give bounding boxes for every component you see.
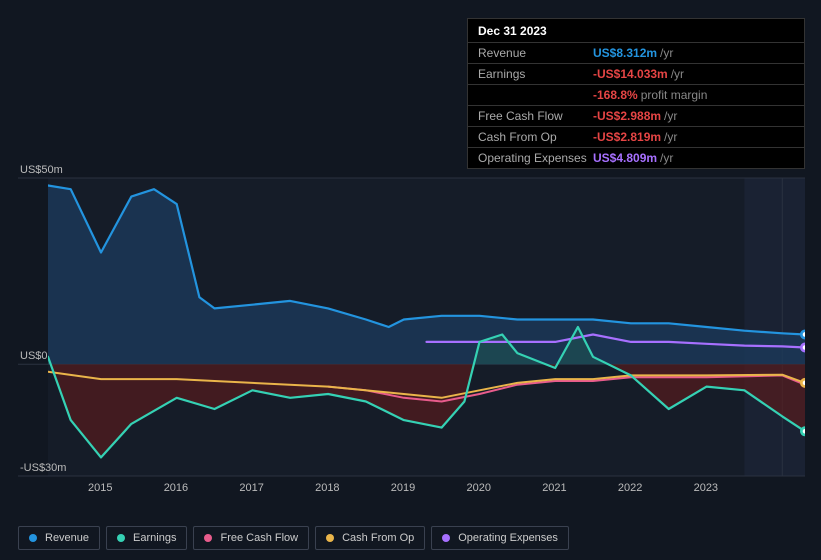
tooltip-row-label: Free Cash Flow	[478, 109, 593, 123]
x-axis-label: 2019	[391, 482, 415, 494]
tooltip-row: Earnings-US$14.033m/yr	[468, 64, 804, 85]
x-axis-label: 2017	[239, 482, 263, 494]
legend-item[interactable]: Cash From Op	[315, 526, 425, 550]
x-axis-label: 2023	[694, 482, 718, 494]
tooltip-row: -168.8%profit margin	[468, 85, 804, 106]
tooltip-row: Operating ExpensesUS$4.809m/yr	[468, 148, 804, 168]
legend-item[interactable]: Operating Expenses	[431, 526, 569, 550]
x-axis-label: 2022	[618, 482, 642, 494]
y-axis-label: US$0	[20, 350, 48, 362]
legend-label: Operating Expenses	[458, 532, 558, 544]
legend-swatch	[204, 534, 212, 542]
legend-item[interactable]: Earnings	[106, 526, 187, 550]
legend-swatch	[117, 534, 125, 542]
tooltip-row-suffix: /yr	[664, 109, 677, 123]
tooltip-title: Dec 31 2023	[468, 19, 804, 43]
tooltip-row-value: US$4.809m	[593, 151, 657, 165]
x-axis-label: 2016	[164, 482, 188, 494]
legend-label: Free Cash Flow	[220, 532, 298, 544]
tooltip-row-label: Operating Expenses	[478, 151, 593, 165]
legend-item[interactable]: Revenue	[18, 526, 100, 550]
tooltip-row: RevenueUS$8.312m/yr	[468, 43, 804, 64]
tooltip-row-value: -US$2.819m	[593, 130, 661, 144]
tooltip-row-label: Revenue	[478, 46, 593, 60]
legend-label: Earnings	[133, 532, 176, 544]
legend-swatch	[326, 534, 334, 542]
x-axis-label: 2015	[88, 482, 112, 494]
legend-swatch	[442, 534, 450, 542]
tooltip-row-label	[478, 88, 593, 102]
legend-swatch	[29, 534, 37, 542]
y-axis-label: -US$30m	[20, 462, 66, 474]
y-axis-label: US$50m	[20, 164, 63, 176]
tooltip-row-value: US$8.312m	[593, 46, 657, 60]
legend-item[interactable]: Free Cash Flow	[193, 526, 309, 550]
chart-legend: Revenue Earnings Free Cash Flow Cash From O…	[18, 526, 569, 550]
tooltip-row: Free Cash Flow-US$2.988m/yr	[468, 106, 804, 127]
tooltip-row-suffix: /yr	[671, 67, 684, 81]
x-axis-label: 2020	[466, 482, 490, 494]
chart-tooltip: Dec 31 2023 RevenueUS$8.312m/yrEarnings-…	[467, 18, 805, 169]
tooltip-row-label: Earnings	[478, 67, 593, 81]
tooltip-row-suffix: profit margin	[641, 88, 708, 102]
tooltip-row-suffix: /yr	[660, 46, 673, 60]
tooltip-row-suffix: /yr	[664, 130, 677, 144]
tooltip-row-label: Cash From Op	[478, 130, 593, 144]
tooltip-row: Cash From Op-US$2.819m/yr	[468, 127, 804, 148]
tooltip-row-suffix: /yr	[660, 151, 673, 165]
x-axis-label: 2018	[315, 482, 339, 494]
x-axis-label: 2021	[542, 482, 566, 494]
legend-label: Cash From Op	[342, 532, 414, 544]
legend-label: Revenue	[45, 532, 89, 544]
tooltip-row-value: -US$14.033m	[593, 67, 668, 81]
tooltip-row-value: -US$2.988m	[593, 109, 661, 123]
tooltip-row-value: -168.8%	[593, 88, 638, 102]
